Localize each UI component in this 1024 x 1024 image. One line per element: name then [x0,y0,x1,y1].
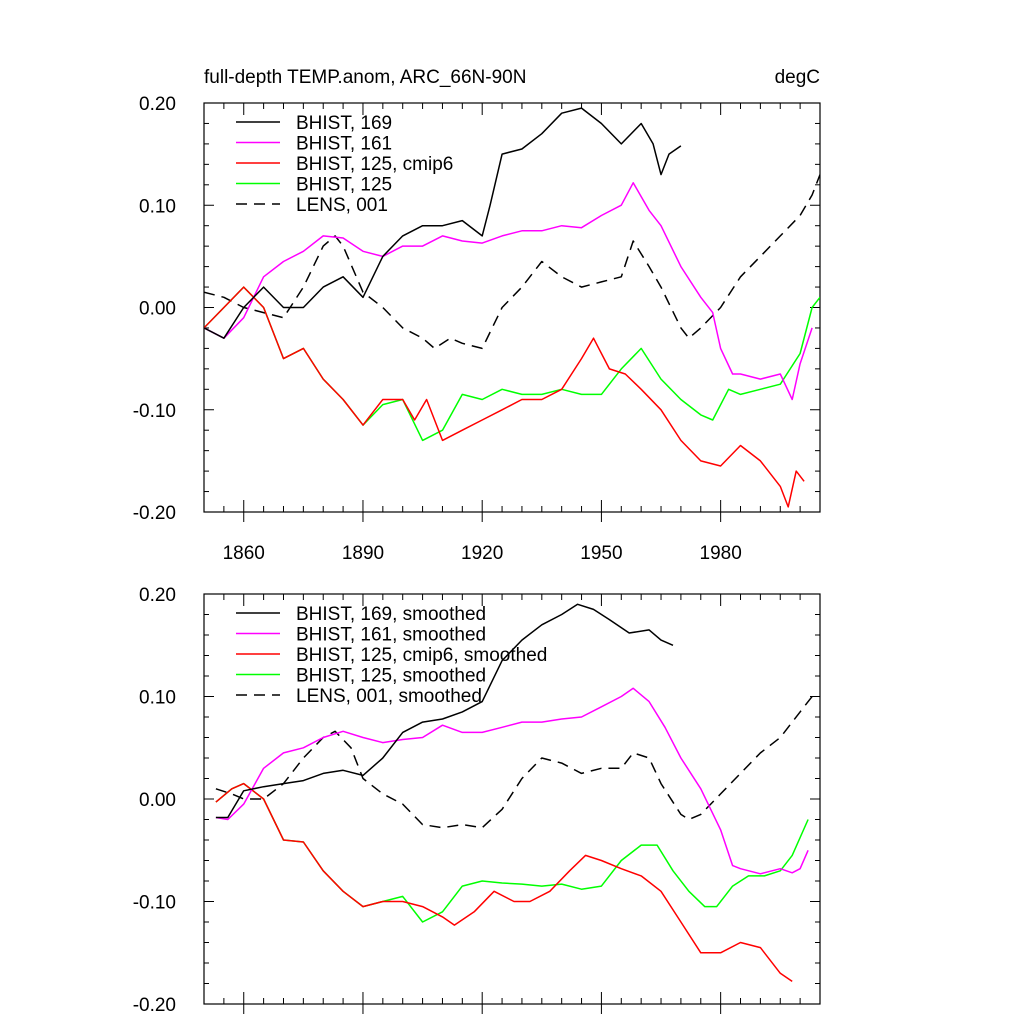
y-tick-label: -0.10 [133,401,176,422]
y-tick-label: -0.10 [133,893,176,914]
x-tick-label: 1860 [223,543,265,564]
series-line-2 [215,687,809,875]
x-tick-label: 1920 [461,543,503,564]
x-tick-label: 1890 [342,543,384,564]
legend-label: BHIST, 161, smoothed [296,625,486,646]
y-tick-label: 0.20 [139,585,176,606]
series-line-1 [204,107,682,339]
legend-label: BHIST, 125 [296,175,392,196]
y-tick-label: 0.10 [139,688,176,709]
y-tick-label: 0.20 [139,94,176,115]
x-tick-label: 1950 [580,543,622,564]
chart-title: full-depth TEMP.anom, ARC_66N-90N [204,67,526,88]
x-tick-label: 1980 [700,543,742,564]
series-line-1 [215,603,674,819]
y-tick-label: 0.00 [139,790,176,811]
chart-panel-2: -0.20 -0.10 0.00 0.10 0.20 BHIST, 169, smooth… [133,585,821,1016]
series-line-5 [204,174,820,350]
chart-units: degC [775,67,820,88]
series-line-5 [215,696,813,829]
y-tick-label: 0.10 [139,196,176,217]
y-tick-label: -0.20 [133,503,176,524]
legend-label: LENS, 001, smoothed [296,686,482,707]
legend-label: BHIST, 169, smoothed [296,604,486,625]
y-tick-label: -0.20 [133,995,176,1016]
series-line-2 [204,182,813,401]
series-line-3 [215,782,793,983]
legend-label: BHIST, 125, smoothed [296,666,486,687]
legend-label: BHIST, 161 [296,134,392,155]
legend-label: LENS, 001 [296,195,388,216]
series-line-3 [204,286,805,508]
legend-label: BHIST, 169 [296,113,392,134]
legend-label: BHIST, 125, cmip6, smoothed [296,645,547,666]
legend-label: BHIST, 125, cmip6 [296,154,453,175]
chart-panel-1: -0.20 -0.10 0.00 0.10 0.20 1860 1890 1920 1950 19… [133,67,821,564]
y-tick-label: 0.00 [139,299,176,320]
